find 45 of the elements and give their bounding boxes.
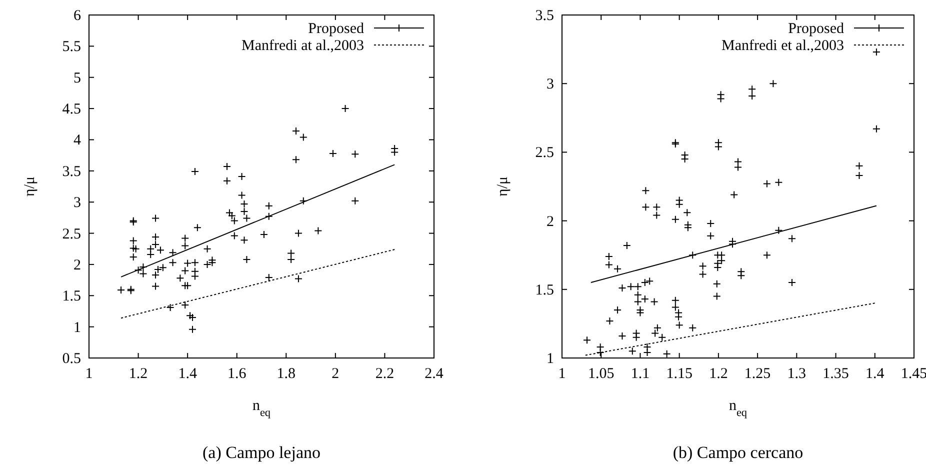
y-tick-label: 1 [74,320,81,336]
y-tick-label: 1 [546,351,554,367]
text: (a) Campo lejano [202,443,321,462]
x-axis-title: n$_{eq}$ [252,398,271,419]
y-axis-title: η/μ [22,176,38,197]
y-tick-label: 6 [74,8,82,24]
x-tick-label: 1.8 [276,366,296,382]
y-tick-label: 3.5 [62,164,81,180]
y-tick-label: 3 [74,195,81,212]
y-tick-label: 2.5 [535,145,554,162]
y-tick-label: 3.5 [535,8,554,24]
x-tick-label: 1.25 [744,366,771,382]
x-axis-title: n$_{eq}$ [728,398,748,419]
x-tick-label: 1.1 [630,366,650,382]
x-tick-label: 1 [85,366,93,382]
y-tick-label: 2.5 [62,226,81,242]
y-tick-label: 2 [546,214,554,230]
x-tick-label: 1.3 [787,366,806,382]
x-tick-label: 2.4 [424,366,444,382]
legend-label: Manfredi at al.,2003 [242,38,364,54]
legend-label: Proposed [788,21,844,37]
x-tick-label: 1.35 [822,366,849,382]
y-tick-label: 2 [74,257,81,274]
x-tick-label: 1.4 [178,366,198,382]
y-axis-title: η/μ [495,176,511,197]
y-tick-label: 5 [74,70,81,86]
x-tick-label: 1.6 [227,366,247,382]
y-tick-label: 5.5 [62,39,81,56]
legend-label: Proposed [308,21,364,37]
x-tick-label: 1.05 [588,366,614,382]
text: (b) Campo cercano [672,443,804,462]
x-tick-label: 1.15 [666,366,692,382]
y-tick-label: 4.5 [62,102,81,118]
y-tick-label: 3 [546,76,554,93]
y-tick-label: 1.5 [535,282,554,298]
x-tick-label: 2 [332,366,340,382]
x-tick-label: 1.2 [128,366,148,382]
x-tick-label: 2.2 [375,366,394,382]
x-tick-label: 1 [558,366,566,382]
x-tick-label: 1.4 [866,366,885,382]
x-tick-label: 1.2 [709,366,728,382]
y-tick-label: 1.5 [62,288,81,305]
y-tick-label: 0.5 [62,351,81,367]
legend-label: Manfredi et al.,2003 [722,38,844,54]
y-tick-label: 4 [74,132,82,149]
